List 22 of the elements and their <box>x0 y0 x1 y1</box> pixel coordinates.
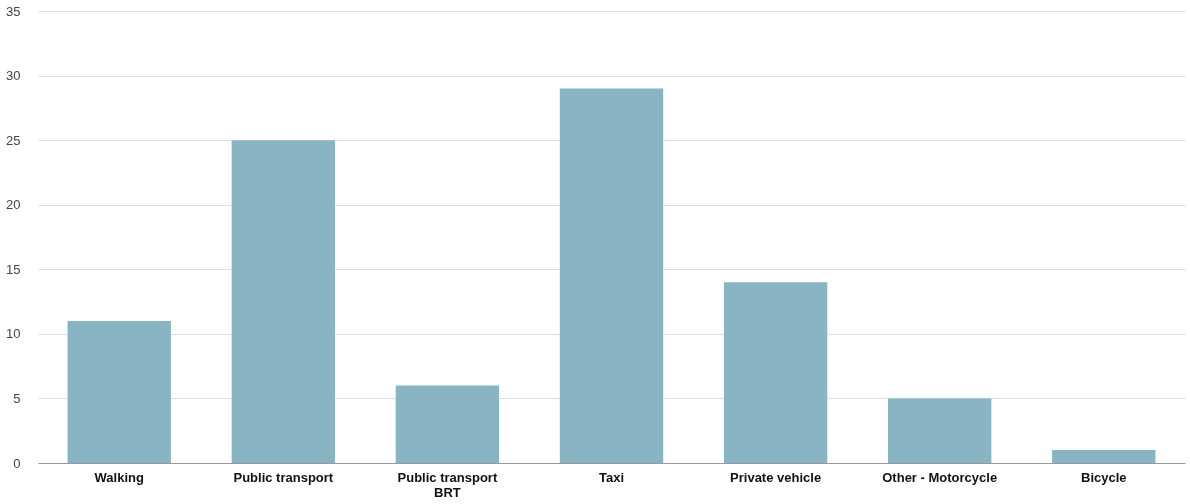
x-tick-label: Other - Motorcycle <box>882 469 998 485</box>
y-tick-label: 15 <box>6 261 21 277</box>
y-tick-label: 0 <box>13 455 21 471</box>
x-tick-label: Taxi <box>598 469 625 485</box>
y-tick-label: 5 <box>13 390 21 406</box>
y-tick-label: 25 <box>6 132 21 148</box>
bar <box>887 398 992 463</box>
y-tick-label: 30 <box>6 68 21 84</box>
x-tick-label: Public transport BRT <box>397 469 498 500</box>
bar <box>395 385 500 463</box>
bar <box>231 140 336 463</box>
bar <box>67 320 171 463</box>
x-tick-label: Walking <box>94 469 144 485</box>
bar <box>559 88 664 463</box>
bar <box>1052 450 1156 463</box>
x-tick-label: Private vehicle <box>730 469 822 485</box>
y-tick-label: 20 <box>6 197 21 213</box>
y-tick-label: 35 <box>6 3 21 19</box>
x-tick-label: Public transport <box>233 469 334 485</box>
bar <box>723 282 828 463</box>
x-tick-label: Bicycle <box>1081 469 1127 485</box>
y-tick-label: 10 <box>6 326 21 342</box>
